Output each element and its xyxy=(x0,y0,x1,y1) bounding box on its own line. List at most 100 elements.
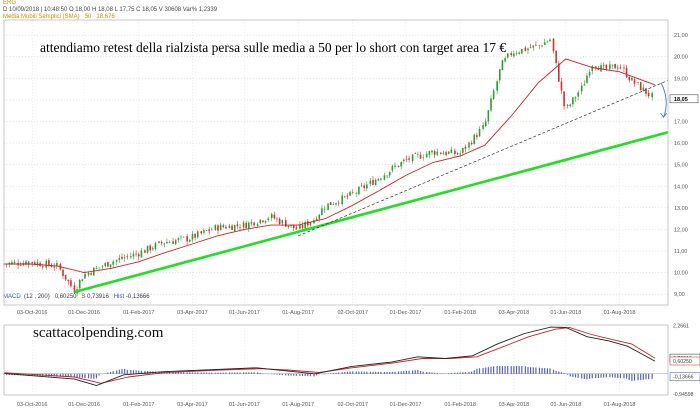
candle-body xyxy=(623,67,625,69)
candle-body xyxy=(647,92,650,97)
macd-histogram-bar xyxy=(313,373,315,377)
macd-histogram-bar xyxy=(405,370,408,374)
candle-body xyxy=(377,178,380,181)
macd-histogram-bar xyxy=(6,373,8,375)
candle-body xyxy=(217,225,219,231)
last-price-label: 18,05 xyxy=(674,97,688,103)
candle-body xyxy=(315,218,318,221)
macd-histogram-bar xyxy=(225,372,227,374)
candle-body xyxy=(577,92,579,97)
candle-body xyxy=(87,272,90,275)
candle-body xyxy=(538,45,541,46)
sma-legend-period: 50 xyxy=(84,14,92,20)
macd-histogram-bar xyxy=(476,368,478,374)
candle-body xyxy=(414,153,417,154)
macd-value-box xyxy=(669,356,700,366)
candle-body xyxy=(146,245,149,253)
candle-body xyxy=(633,79,636,84)
price-x-tick-label: 01-Dec-2016 xyxy=(68,310,100,316)
macd-legend: MACD (12 , 200) 0,60250 S 0,73916 Hist -… xyxy=(3,294,150,300)
candle-body xyxy=(62,269,64,277)
candle-body xyxy=(360,185,363,187)
candle-body xyxy=(405,158,408,160)
macd-histogram-bar xyxy=(577,373,579,378)
sma-legend: Media Mobili Semplici (SMA) 50 18,676 xyxy=(3,14,115,20)
candle-body xyxy=(248,222,250,229)
macd-histogram-bar xyxy=(633,373,636,381)
candle-body xyxy=(492,90,495,100)
analysis-annotation: attendiamo retest della rialzista persa … xyxy=(40,40,507,55)
macd-histogram-bar xyxy=(459,372,461,374)
candle-body xyxy=(614,64,616,69)
macd-histogram-bar xyxy=(400,371,402,374)
candle-body xyxy=(180,236,182,238)
macd-histogram-bar xyxy=(558,371,560,374)
candle-body xyxy=(391,166,394,171)
macd-histogram-bar xyxy=(126,369,128,374)
candle-body xyxy=(464,146,467,149)
candle-body xyxy=(64,274,67,280)
candle-body xyxy=(454,150,456,155)
candle-body xyxy=(594,66,597,69)
price-x-tick-label: 01-Feb-2017 xyxy=(123,310,155,316)
candle-body xyxy=(473,134,476,145)
macd-line xyxy=(3,326,656,386)
candle-body xyxy=(177,238,180,241)
candle-body xyxy=(436,151,439,155)
macd-histogram-bar xyxy=(132,370,135,374)
macd-histogram-bar xyxy=(259,373,261,374)
macd-histogram-bar xyxy=(67,373,69,377)
macd-histogram-bar xyxy=(56,373,58,377)
macd-histogram-bar xyxy=(205,372,208,374)
macd-histogram-bar xyxy=(507,365,509,374)
candle-body xyxy=(422,157,424,159)
candle-body xyxy=(205,230,208,232)
macd-histogram-bar xyxy=(352,371,354,374)
candle-body xyxy=(529,47,532,48)
candle-body xyxy=(645,88,647,94)
candle-body xyxy=(411,154,414,162)
candle-body xyxy=(380,178,382,180)
macd-grid xyxy=(4,325,668,395)
candle-body xyxy=(214,225,217,230)
macd-histogram-bar xyxy=(473,370,475,374)
macd-histogram-bar xyxy=(462,372,464,374)
macd-histogram-bar xyxy=(301,373,304,376)
candle-body xyxy=(619,67,622,69)
macd-histogram-bar xyxy=(200,372,202,374)
candle-body xyxy=(236,224,239,227)
candle-body xyxy=(36,262,39,265)
macd-histogram-bar xyxy=(490,366,492,374)
price-y-tick-label: 20,00 xyxy=(674,55,688,61)
last-price-box xyxy=(669,94,699,104)
dashed-broken-trendline xyxy=(297,80,669,237)
macd-histogram-bar xyxy=(504,365,506,374)
candle-body xyxy=(549,39,551,42)
candle-body xyxy=(309,222,312,225)
macd-histogram-bar xyxy=(605,373,607,378)
candle-body xyxy=(501,60,504,71)
candle-body xyxy=(107,262,109,267)
macd-histogram-bar xyxy=(609,373,611,378)
candle-body xyxy=(651,93,653,98)
candle-body xyxy=(337,202,340,204)
macd-histogram-bar xyxy=(546,368,548,374)
candle-body xyxy=(242,222,245,228)
macd-histogram-bar xyxy=(144,370,146,374)
price-x-tick-label: 02-Oct-2017 xyxy=(337,310,368,316)
candle-body xyxy=(228,225,231,229)
macd-histogram-bar xyxy=(408,370,410,374)
candle-body xyxy=(572,97,574,105)
macd-histogram-bar xyxy=(172,372,174,374)
macd-histogram-bar xyxy=(527,366,529,374)
candle-body xyxy=(355,192,358,194)
macd-x-tick-label: 03-Apr-2018 xyxy=(499,402,530,408)
candle-body xyxy=(196,231,199,238)
candle-body xyxy=(639,82,642,91)
candle-body xyxy=(287,225,290,228)
macd-histogram-bar xyxy=(183,372,185,374)
candle-body xyxy=(506,53,509,58)
candle-body xyxy=(135,253,137,255)
macd-x-tick-label: 03-Apr-2017 xyxy=(177,402,208,408)
macd-histogram-bar xyxy=(569,373,571,377)
